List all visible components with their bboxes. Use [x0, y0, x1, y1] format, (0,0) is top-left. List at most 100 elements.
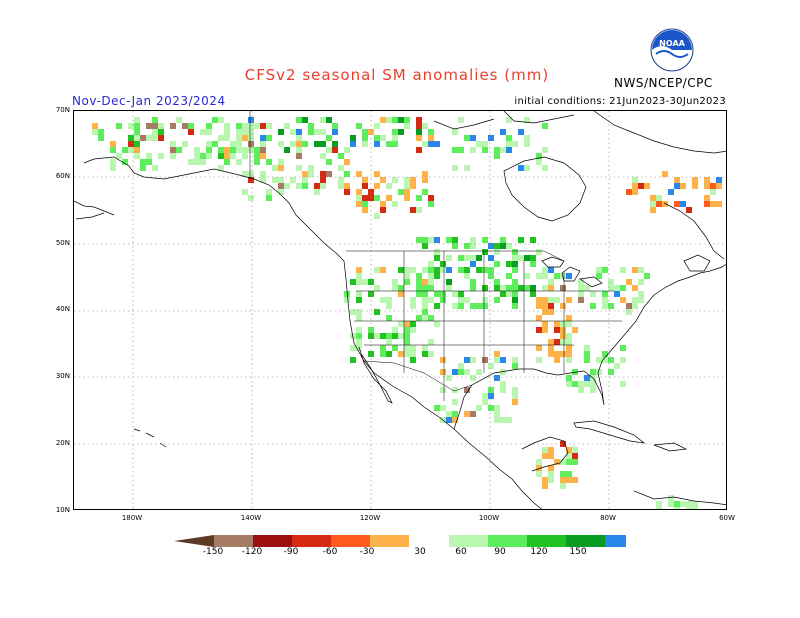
anomaly-cell — [512, 249, 518, 255]
anomaly-cell — [308, 165, 314, 171]
anomaly-cell — [134, 123, 140, 129]
lon-label: 120W — [359, 514, 381, 522]
anomaly-cell — [506, 291, 512, 297]
anomaly-cell — [488, 243, 494, 249]
anomaly-cell — [284, 123, 290, 129]
anomaly-cell — [188, 129, 194, 135]
anomaly-cell — [590, 291, 596, 297]
anomaly-cell — [398, 117, 404, 123]
anomaly-cell — [260, 135, 266, 141]
anomaly-cell — [458, 297, 464, 303]
anomaly-cell — [458, 291, 464, 297]
anomaly-cell — [554, 459, 560, 465]
anomaly-cell — [134, 147, 140, 153]
anomaly-cell — [242, 135, 248, 141]
anomaly-cell — [470, 261, 476, 267]
anomaly-cell — [464, 135, 470, 141]
anomaly-cell — [572, 381, 578, 387]
anomaly-cell — [386, 315, 392, 321]
anomaly-cell — [518, 129, 524, 135]
anomaly-cell — [98, 129, 104, 135]
anomaly-cell — [176, 147, 182, 153]
anomaly-cell — [692, 183, 698, 189]
anomaly-cell — [248, 141, 254, 147]
graticule — [74, 111, 726, 509]
lon-label: 140W — [240, 514, 262, 522]
anomaly-cell — [380, 117, 386, 123]
anomaly-cell — [716, 177, 722, 183]
anomaly-cell — [524, 273, 530, 279]
anomaly-cell — [506, 285, 512, 291]
anomaly-cell — [362, 129, 368, 135]
anomaly-cell — [548, 447, 554, 453]
anomaly-cell — [278, 183, 284, 189]
anomaly-cell — [278, 129, 284, 135]
anomaly-cell — [398, 129, 404, 135]
anomaly-cell — [482, 357, 488, 363]
anomaly-cell — [206, 147, 212, 153]
anomaly-cell — [674, 501, 680, 507]
anomaly-cell — [254, 147, 260, 153]
anomaly-cell — [440, 261, 446, 267]
anomaly-cell — [536, 357, 542, 363]
anomaly-cell — [380, 177, 386, 183]
anomaly-cell — [674, 177, 680, 183]
anomaly-cell — [488, 273, 494, 279]
anomaly-cell — [428, 129, 434, 135]
anomaly-cell — [242, 153, 248, 159]
anomaly-cell — [542, 267, 548, 273]
lat-label: 50N — [55, 239, 70, 247]
anomaly-cell — [560, 471, 566, 477]
anomaly-cell — [638, 291, 644, 297]
anomaly-cell — [530, 291, 536, 297]
anomaly-cell — [440, 357, 446, 363]
colorbar-segment — [292, 535, 331, 547]
anomaly-cell — [488, 387, 494, 393]
anomaly-cell — [428, 237, 434, 243]
anomaly-cell — [572, 477, 578, 483]
anomaly-cell — [356, 171, 362, 177]
anomaly-cell — [656, 507, 662, 509]
lat-label: 30N — [55, 372, 70, 380]
anomaly-cell — [296, 141, 302, 147]
colorbar-segment — [370, 535, 409, 547]
anomaly-cell — [332, 141, 338, 147]
map-canvas — [74, 111, 726, 509]
anomaly-cell — [212, 141, 218, 147]
anomaly-cell — [278, 177, 284, 183]
anomaly-cell — [146, 159, 152, 165]
anomaly-cell — [638, 183, 644, 189]
anomaly-cell — [398, 321, 404, 327]
anomaly-cell — [500, 237, 506, 243]
anomaly-cell — [428, 351, 434, 357]
anomaly-cell — [134, 135, 140, 141]
anomaly-cell — [542, 477, 548, 483]
anomaly-cell — [620, 267, 626, 273]
anomaly-cell — [542, 165, 548, 171]
anomaly-cell — [440, 387, 446, 393]
anomaly-cell — [242, 123, 248, 129]
anomaly-cell — [404, 123, 410, 129]
anomaly-cell — [548, 453, 554, 459]
anomaly-cell — [338, 153, 344, 159]
anomaly-cell — [638, 279, 644, 285]
anomaly-cell — [188, 123, 194, 129]
anomaly-cell — [392, 327, 398, 333]
anomaly-cell — [308, 129, 314, 135]
anomaly-cell — [704, 195, 710, 201]
anomaly-cell — [668, 501, 674, 507]
anomaly-cell — [236, 123, 242, 129]
anomaly-cell — [386, 117, 392, 123]
anomaly-cell — [206, 153, 212, 159]
anomaly-cell — [446, 285, 452, 291]
anomaly-cell — [488, 393, 494, 399]
anomaly-cell — [314, 141, 320, 147]
anomaly-cell — [410, 267, 416, 273]
anomaly-cell — [416, 279, 422, 285]
anomaly-cell — [446, 417, 452, 423]
anomaly-cell — [446, 267, 452, 273]
anomaly-cell — [260, 123, 266, 129]
anomaly-cell — [518, 237, 524, 243]
anomaly-cell — [482, 393, 488, 399]
anomaly-cell — [578, 291, 584, 297]
